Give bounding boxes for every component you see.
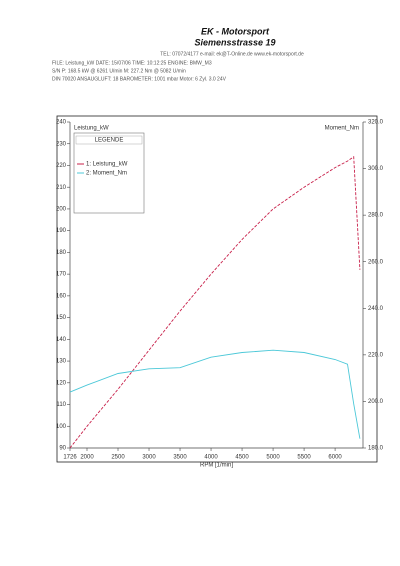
y-tick-label: 120: [56, 380, 67, 386]
y-axis-label: Leistung_kW: [74, 126, 109, 132]
y-tick-label: 240: [56, 120, 67, 126]
info-line: FILE: Leistung_kW DATE: 15/07/06 TIME: 1…: [52, 60, 212, 66]
y2-tick-label: 280.0: [368, 213, 384, 219]
y2-tick-label: 220.0: [368, 352, 384, 358]
series-line: [69, 349, 361, 439]
y-tick-label: 190: [56, 228, 67, 234]
y-tick-label: 130: [56, 359, 67, 365]
legend-label: 2: Moment_Nm: [86, 171, 127, 177]
y-tick-label: 200: [56, 207, 67, 213]
x-tick-label: 4500: [235, 455, 249, 461]
y-tick-label: 160: [56, 293, 67, 299]
y2-tick-label: 240.0: [368, 306, 384, 312]
x-tick-label: 5000: [266, 455, 280, 461]
y2-tick-label: 260.0: [368, 259, 384, 265]
y-tick-label: 210: [56, 185, 67, 191]
x-axis-label: RPM [1/min]: [200, 463, 233, 469]
y-tick-label: 100: [56, 424, 67, 430]
contact: TEL: 07072/4177 e-mail: ek@T-Online.de w…: [160, 51, 304, 57]
x-tick-label: 6000: [328, 455, 342, 461]
y-tick-label: 140: [56, 337, 67, 343]
y-tick-label: 170: [56, 272, 67, 278]
x-tick-label: 4000: [204, 455, 218, 461]
x-tick-label: 2500: [111, 455, 125, 461]
info-line: DIN 70020 ANSAUGLUFT: 18 BAROMETER: 1001…: [52, 76, 227, 82]
legend-header: [75, 135, 143, 145]
y-tick-label: 110: [56, 402, 66, 408]
x-tick-label: 3500: [173, 455, 187, 461]
y2-tick-label: 200.0: [368, 399, 384, 405]
y2-axis-label: Moment_Nm: [325, 126, 359, 132]
info-line: S/N P: 168.5 kW @ 6261 U/min M: 227.2 Nm…: [52, 68, 186, 74]
y-tick-label: 150: [56, 315, 67, 321]
x-tick-label: 3000: [142, 455, 156, 461]
legend-box: [73, 132, 145, 214]
company: EK - Motorsport: [201, 26, 270, 36]
legend-label: 1: Leistung_kW: [86, 162, 128, 168]
y-tick-label: 180: [56, 250, 67, 256]
legend-title: LEGENDE: [95, 138, 124, 144]
y2-tick-label: 320.0: [368, 120, 384, 126]
y-tick-label: 230: [56, 141, 67, 147]
y-tick-label: 220: [56, 163, 67, 169]
y2-tick-label: 180.0: [368, 446, 384, 452]
street: Siemensstrasse 19: [194, 37, 275, 47]
plot-frame: [56, 115, 378, 463]
x-tick-label: 2000: [80, 455, 94, 461]
y2-tick-label: 300.0: [368, 166, 384, 172]
x-tick-label: 1726: [63, 455, 77, 461]
y-tick-label: 90: [59, 446, 66, 452]
series-line: [69, 155, 361, 449]
x-tick-label: 5500: [297, 455, 311, 461]
